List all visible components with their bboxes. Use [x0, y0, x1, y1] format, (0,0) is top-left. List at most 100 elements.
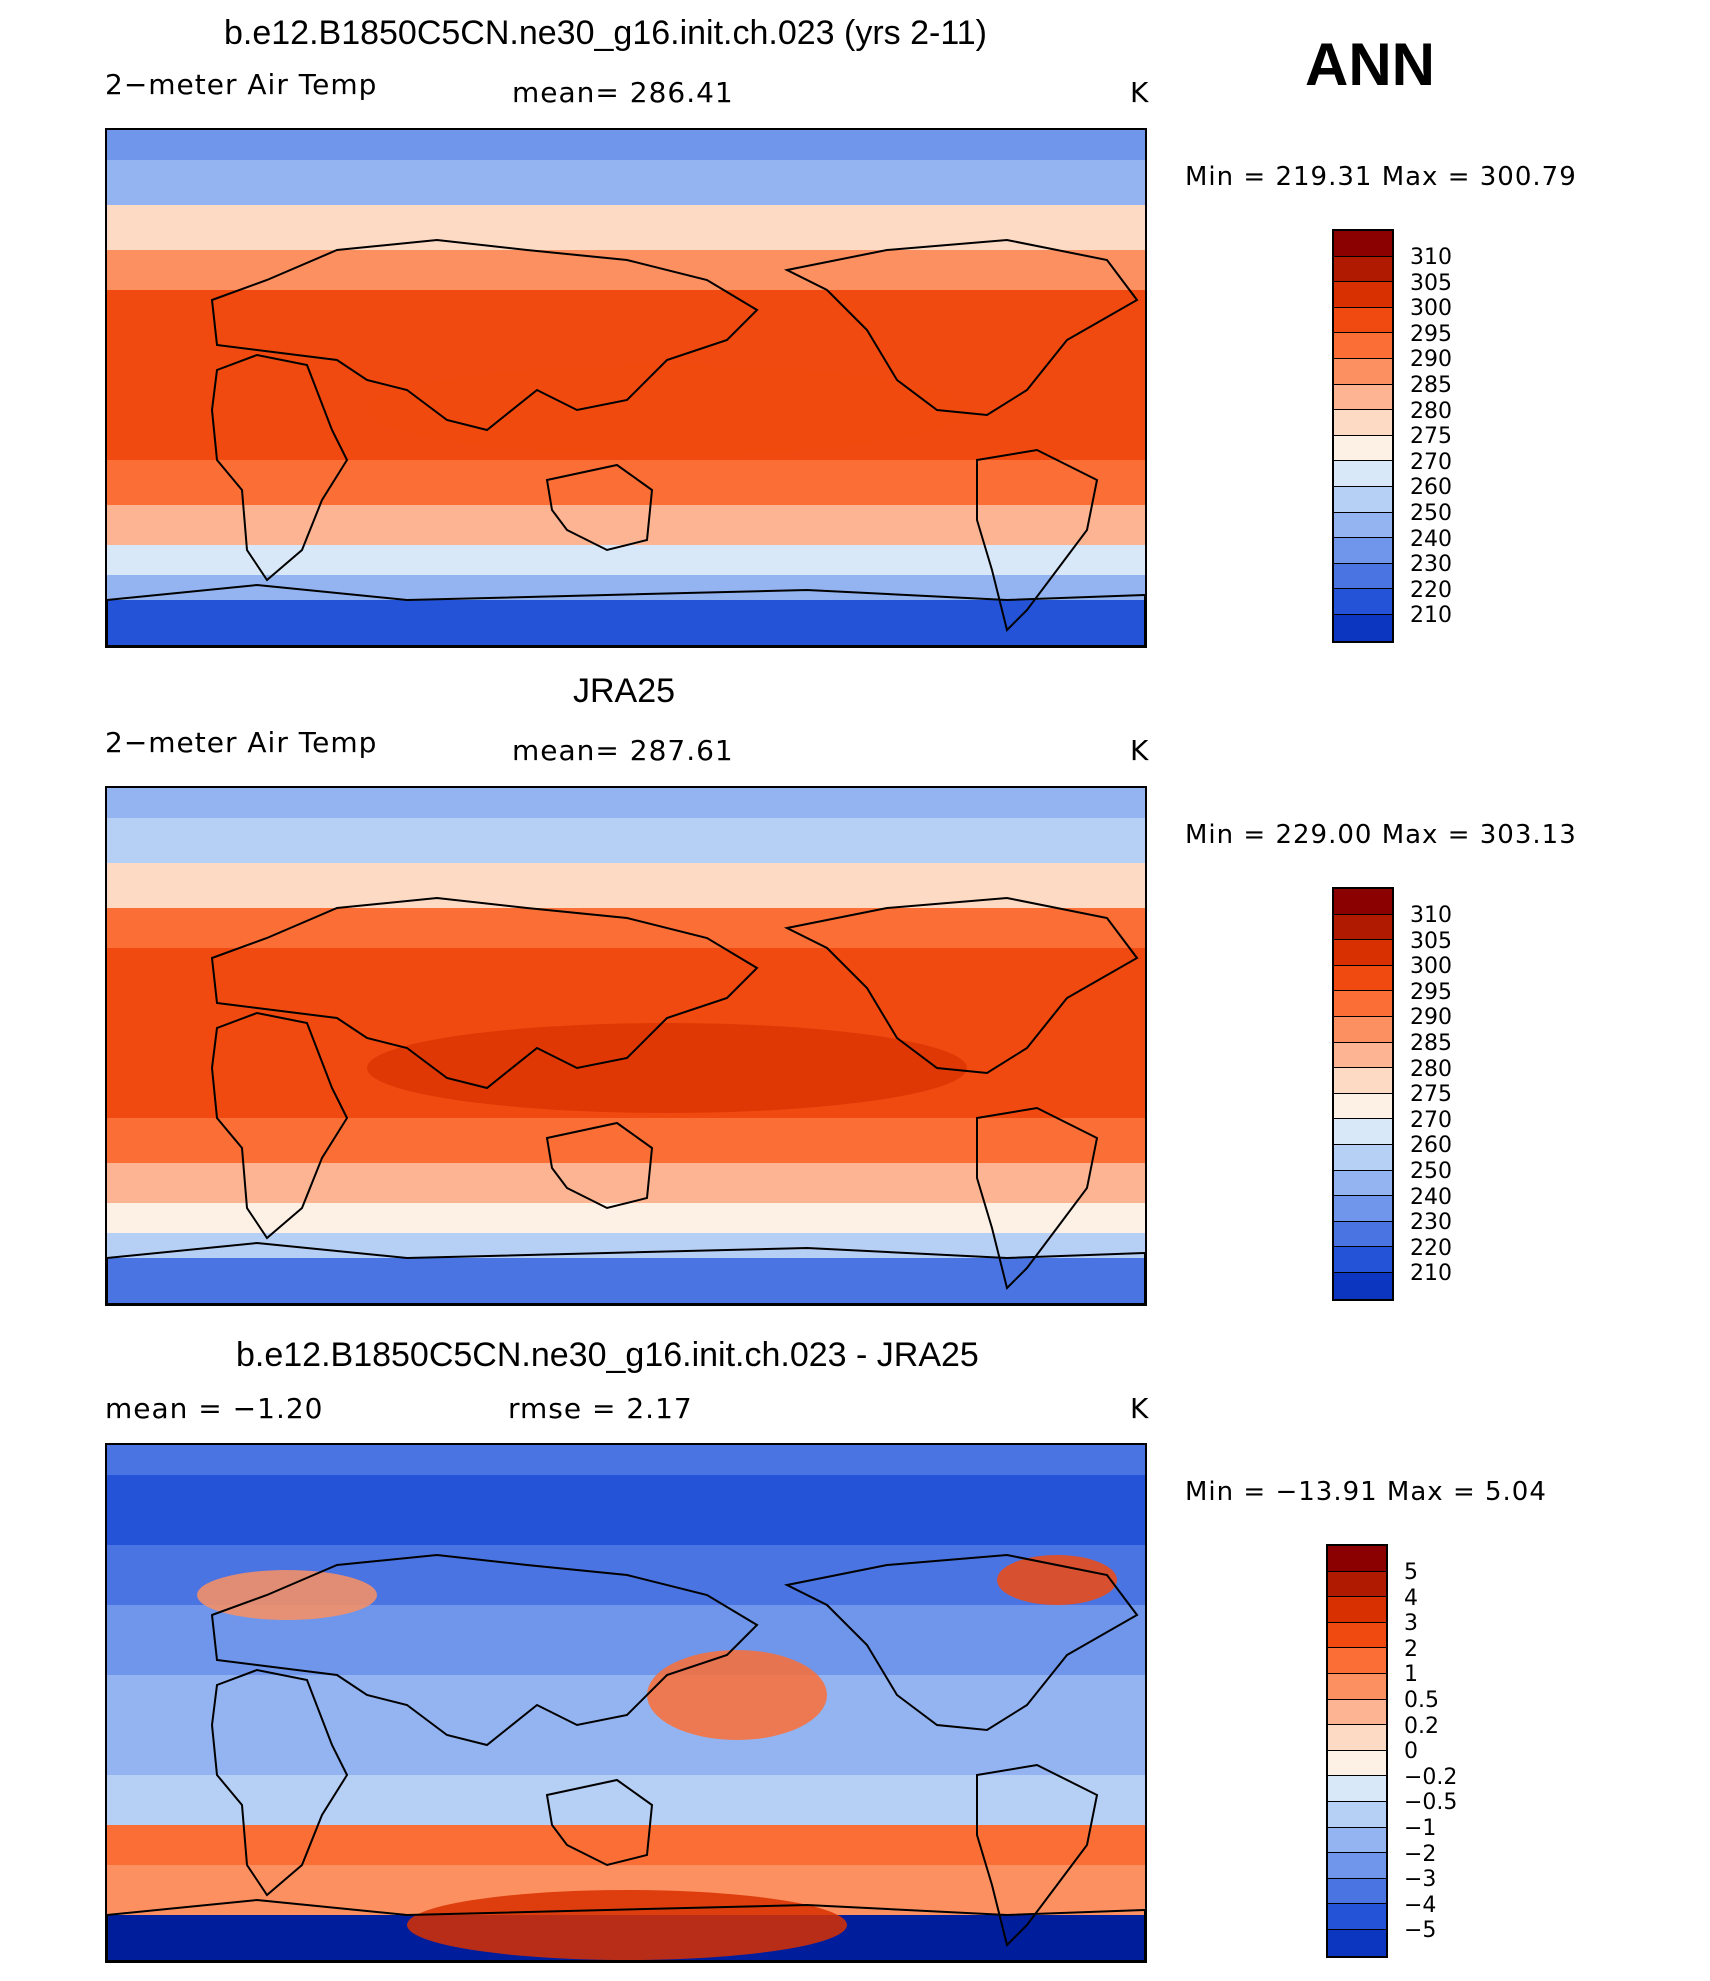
colorbar-box	[1334, 563, 1392, 590]
colorbar-box	[1328, 1699, 1386, 1726]
colorbar-tick-label: 270	[1410, 449, 1452, 475]
colorbar-tick-label: 300	[1410, 296, 1452, 322]
coastline	[210, 1553, 759, 1747]
colorbar-box	[1334, 256, 1392, 283]
map-band	[107, 290, 1145, 335]
colorbar-tick-label: 240	[1410, 1184, 1452, 1210]
coastline	[210, 1668, 349, 1897]
panel-1-colorbar	[1332, 229, 1394, 643]
colorbar-tick-label: −4	[1404, 1892, 1437, 1918]
colorbar-tick-label: −5	[1404, 1918, 1437, 1944]
colorbar-box	[1328, 1725, 1386, 1751]
map-band	[107, 460, 1145, 505]
panel-2-map-svg	[107, 788, 1145, 1304]
colorbar-tick-label: 280	[1410, 1056, 1452, 1082]
colorbar-box	[1334, 1144, 1392, 1171]
colorbar-tick-label: 270	[1410, 1107, 1452, 1133]
panel-1-min-max: Min = 219.31 Max = 300.79	[1185, 162, 1577, 192]
map-band	[107, 1118, 1145, 1163]
colorbar-tick-label: −1	[1404, 1816, 1437, 1841]
colorbar-box	[1334, 461, 1392, 487]
panel-1-title: b.e12.B1850C5CN.ne30_g16.init.ch.023 (yr…	[224, 14, 987, 52]
colorbar-tick-label: 275	[1410, 424, 1452, 450]
colorbar-box	[1334, 1119, 1392, 1145]
map-band	[107, 1475, 1145, 1545]
colorbar-box	[1328, 1801, 1386, 1828]
panel-2-min-max: Min = 229.00 Max = 303.13	[1185, 820, 1577, 850]
coastline	[783, 1553, 1139, 1732]
colorbar-box	[1334, 991, 1392, 1017]
panel-1-variable-label: 2−meter Air Temp	[105, 68, 378, 101]
map-band	[107, 250, 1145, 290]
colorbar-tick-label: 260	[1410, 1133, 1452, 1159]
coastline	[976, 1763, 1099, 1947]
colorbar-box	[1334, 1196, 1392, 1222]
colorbar-box	[1328, 1648, 1386, 1674]
map-band	[107, 788, 1145, 818]
colorbar-box	[1328, 1878, 1386, 1905]
colorbar-box	[1334, 940, 1392, 966]
colorbar-tick-label: 275	[1410, 1082, 1452, 1108]
panel-1-map	[105, 128, 1147, 648]
map-band	[107, 908, 1145, 948]
coastline	[783, 896, 1139, 1075]
map-band	[107, 600, 1145, 646]
colorbar-box	[1334, 1272, 1392, 1299]
colorbar-tick-label: 0.2	[1404, 1713, 1439, 1739]
panel-1-mean-label: mean= 286.41	[512, 76, 734, 109]
colorbar-tick-label: 285	[1410, 1031, 1452, 1056]
coastline	[783, 238, 1139, 417]
colorbar-tick-label: 210	[1410, 603, 1452, 629]
map-band	[107, 1258, 1145, 1304]
colorbar-tick-label: 0.5	[1404, 1688, 1439, 1713]
panel-2-units: K	[1130, 734, 1150, 767]
coastline	[210, 1011, 349, 1240]
colorbar-box	[1334, 538, 1392, 564]
panel-2-title: JRA25	[573, 672, 676, 710]
colorbar-tick-label: −0.2	[1404, 1764, 1458, 1790]
colorbar-box	[1328, 1853, 1386, 1879]
colorbar-tick-label: 310	[1410, 903, 1452, 928]
map-band	[107, 130, 1145, 160]
panel-3-map-svg	[107, 1445, 1145, 1961]
colorbar-box	[1334, 333, 1392, 359]
anomaly-patch	[997, 1555, 1117, 1605]
colorbar-box	[1334, 1093, 1392, 1120]
colorbar-box	[1334, 1042, 1392, 1069]
map-band	[107, 948, 1145, 993]
colorbar-box	[1328, 1571, 1386, 1598]
colorbar-tick-label: 300	[1410, 954, 1452, 980]
colorbar-tick-label: 250	[1410, 501, 1452, 526]
coastline	[107, 1241, 1145, 1304]
map-band	[107, 575, 1145, 600]
colorbar-tick-label: 295	[1410, 321, 1452, 347]
colorbar-tick-label: 290	[1410, 1005, 1452, 1031]
colorbar-box	[1328, 1622, 1386, 1649]
colorbar-tick-label: 210	[1410, 1261, 1452, 1287]
colorbar-box	[1328, 1546, 1386, 1572]
colorbar-tick-label: −2	[1404, 1841, 1437, 1867]
map-band	[107, 505, 1145, 545]
colorbar-box	[1334, 231, 1392, 257]
colorbar-box	[1334, 282, 1392, 308]
colorbar-box	[1334, 358, 1392, 385]
colorbar-box	[1334, 914, 1392, 941]
colorbar-box	[1334, 307, 1392, 334]
coastline	[545, 463, 654, 552]
coastline	[976, 448, 1099, 632]
colorbar-box	[1328, 1673, 1386, 1700]
anomaly-patch	[197, 1570, 377, 1620]
colorbar-tick-label: 220	[1410, 577, 1452, 603]
colorbar-box	[1328, 1827, 1386, 1854]
panel-1-map-svg	[107, 130, 1145, 646]
colorbar-tick-label: 4	[1404, 1585, 1418, 1611]
panel-3-map	[105, 1443, 1147, 1963]
map-band	[107, 160, 1145, 205]
colorbar-tick-label: 2	[1404, 1636, 1418, 1662]
colorbar-box	[1334, 1247, 1392, 1273]
colorbar-box	[1334, 410, 1392, 436]
colorbar-tick-label: 305	[1410, 270, 1452, 296]
panel-3-min-max: Min = −13.91 Max = 5.04	[1185, 1477, 1547, 1507]
map-band	[107, 863, 1145, 908]
panel-3-colorbar	[1326, 1544, 1388, 1958]
